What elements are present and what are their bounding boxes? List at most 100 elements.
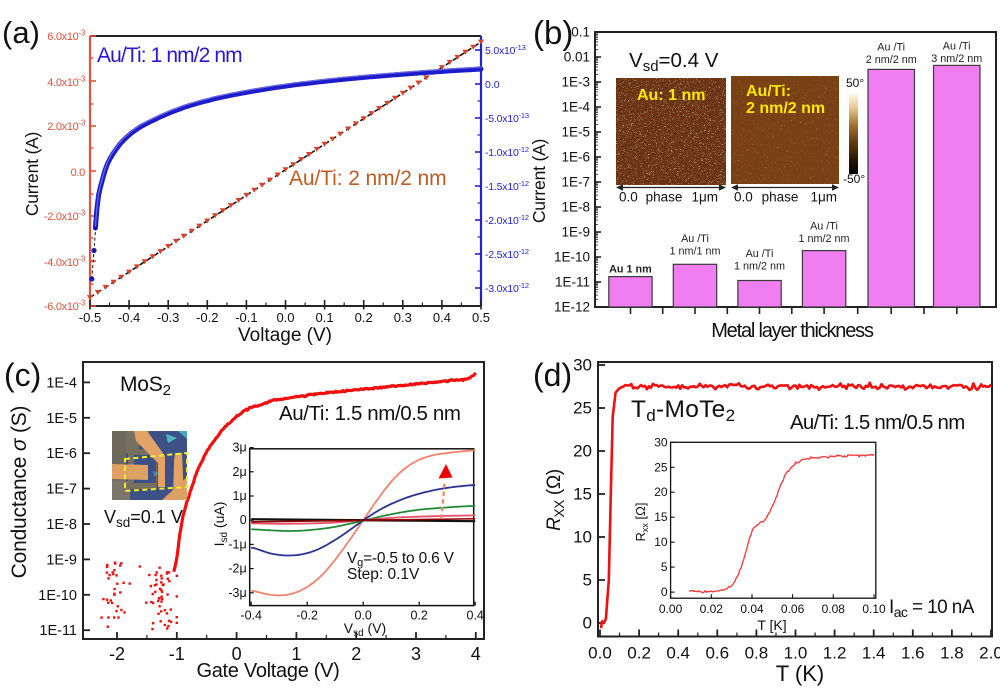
svg-text:MoS2: MoS2 xyxy=(120,373,171,399)
svg-text:(b): (b) xyxy=(533,14,573,51)
svg-text:Current (A): Current (A) xyxy=(529,139,549,223)
svg-text:1 nm/1 nm: 1 nm/1 nm xyxy=(669,246,720,258)
svg-text:-50°: -50° xyxy=(843,172,865,186)
svg-text:30: 30 xyxy=(573,356,592,375)
svg-text:-0.4: -0.4 xyxy=(118,310,140,325)
svg-text:phase: phase xyxy=(646,190,683,205)
svg-text:1.4: 1.4 xyxy=(862,644,886,663)
svg-text:2.0x10-3: 2.0x10-3 xyxy=(47,119,86,134)
svg-text:-1: -1 xyxy=(169,644,185,664)
svg-text:Au 1 nm: Au 1 nm xyxy=(609,264,652,276)
svg-text:Metal layer thickness: Metal layer thickness xyxy=(711,320,874,342)
svg-text:-0.4: -0.4 xyxy=(240,609,262,623)
svg-text:-0.2: -0.2 xyxy=(296,609,318,623)
svg-text:(a): (a) xyxy=(2,15,40,50)
svg-text:0.06: 0.06 xyxy=(781,602,805,616)
svg-text:-3μ: -3μ xyxy=(228,586,246,600)
svg-text:RXX (Ω): RXX (Ω) xyxy=(544,469,567,531)
svg-text:0.6: 0.6 xyxy=(705,644,729,663)
svg-text:Au /Ti: Au /Ti xyxy=(810,221,838,233)
svg-text:1E-8: 1E-8 xyxy=(46,517,77,533)
svg-text:1 nm/2 nm: 1 nm/2 nm xyxy=(798,233,849,245)
svg-text:1.8: 1.8 xyxy=(940,644,964,663)
svg-text:Voltage (V): Voltage (V) xyxy=(238,325,332,346)
svg-text:0.2: 0.2 xyxy=(355,310,373,325)
svg-text:Gate Voltage (V): Gate Voltage (V) xyxy=(196,660,339,682)
svg-text:0.3: 0.3 xyxy=(394,310,412,325)
svg-text:-4.0x10-3: -4.0x10-3 xyxy=(44,255,86,270)
svg-text:1E-4: 1E-4 xyxy=(46,375,77,391)
svg-text:20: 20 xyxy=(573,442,592,461)
svg-text:-5.0x10-13: -5.0x10-13 xyxy=(485,111,529,125)
svg-text:3: 3 xyxy=(411,644,421,664)
svg-text:Vg=-0.5 to 0.6 V: Vg=-0.5 to 0.6 V xyxy=(347,550,455,569)
svg-text:0.0: 0.0 xyxy=(734,190,753,205)
svg-text:1E-6: 1E-6 xyxy=(561,150,590,165)
svg-text:-1.0x10-12: -1.0x10-12 xyxy=(485,145,529,159)
svg-text:0.0: 0.0 xyxy=(588,644,612,663)
svg-text:1E-5: 1E-5 xyxy=(561,125,590,140)
svg-text:5: 5 xyxy=(661,560,668,574)
svg-text:Au: 1 nm: Au: 1 nm xyxy=(637,87,705,104)
svg-text:-6.0x10-3: -6.0x10-3 xyxy=(44,299,86,314)
svg-text:0.01: 0.01 xyxy=(564,50,590,65)
svg-text:T [K]: T [K] xyxy=(757,617,786,633)
svg-text:1E-12: 1E-12 xyxy=(554,300,590,315)
svg-text:0.8: 0.8 xyxy=(745,644,769,663)
svg-text:1E-3: 1E-3 xyxy=(561,75,590,90)
svg-text:0.08: 0.08 xyxy=(822,602,846,616)
svg-text:1E-8: 1E-8 xyxy=(561,200,590,215)
svg-text:2.0: 2.0 xyxy=(979,644,1000,663)
svg-text:0.0: 0.0 xyxy=(485,79,500,91)
svg-text:-2.0x10-12: -2.0x10-12 xyxy=(485,213,529,227)
svg-text:1E-7: 1E-7 xyxy=(46,482,77,498)
svg-text:3μ: 3μ xyxy=(233,441,247,455)
svg-text:6.0x10-3: 6.0x10-3 xyxy=(47,29,86,44)
svg-text:1E-4: 1E-4 xyxy=(561,100,590,115)
svg-text:1μm: 1μm xyxy=(810,190,837,205)
svg-text:Au/Ti: 1.5 nm/0.5 nm: Au/Ti: 1.5 nm/0.5 nm xyxy=(279,402,461,425)
svg-text:Iac = 10 nA: Iac = 10 nA xyxy=(889,597,975,620)
svg-text:15: 15 xyxy=(573,485,592,504)
svg-text:1 nm/2 nm: 1 nm/2 nm xyxy=(734,261,785,273)
svg-text:Conductance σ (S): Conductance σ (S) xyxy=(8,406,31,579)
svg-text:0.1: 0.1 xyxy=(316,310,334,325)
svg-text:Au /Ti: Au /Ti xyxy=(943,41,971,53)
svg-text:-0.1: -0.1 xyxy=(235,310,257,325)
svg-text:-2μ: -2μ xyxy=(228,562,246,576)
svg-text:-1.5x10-12: -1.5x10-12 xyxy=(485,179,529,193)
svg-text:-2.0x10-3: -2.0x10-3 xyxy=(44,209,86,224)
svg-text:0: 0 xyxy=(240,513,247,527)
svg-text:0.5: 0.5 xyxy=(472,310,490,325)
svg-text:15: 15 xyxy=(654,510,668,524)
svg-text:4.0x10-3: 4.0x10-3 xyxy=(47,75,86,90)
svg-text:0.02: 0.02 xyxy=(700,602,724,616)
svg-text:1E-9: 1E-9 xyxy=(561,225,590,240)
svg-text:Au /Ti: Au /Ti xyxy=(877,42,905,54)
svg-text:0.4: 0.4 xyxy=(433,310,451,325)
svg-text:-3.0x10-12: -3.0x10-12 xyxy=(485,281,529,295)
svg-text:Au/Ti: 1.5 nm/0.5 nm: Au/Ti: 1.5 nm/0.5 nm xyxy=(790,411,965,434)
svg-text:0.0: 0.0 xyxy=(355,609,372,623)
svg-text:20: 20 xyxy=(654,485,668,499)
svg-text:1.2: 1.2 xyxy=(823,644,847,663)
svg-text:Au /Ti: Au /Ti xyxy=(681,233,709,245)
svg-text:(c): (c) xyxy=(4,357,41,393)
svg-text:50°: 50° xyxy=(846,76,864,90)
svg-text:0: 0 xyxy=(583,614,592,633)
svg-text:1E-6: 1E-6 xyxy=(46,446,77,462)
svg-text:1E-11: 1E-11 xyxy=(39,623,77,639)
svg-text:1.0: 1.0 xyxy=(784,644,808,663)
svg-text:0.0: 0.0 xyxy=(619,190,638,205)
svg-text:0.00: 0.00 xyxy=(659,602,683,616)
svg-text:1E-7: 1E-7 xyxy=(561,175,590,190)
svg-text:25: 25 xyxy=(654,460,668,474)
svg-text:-2: -2 xyxy=(109,644,125,664)
svg-text:0.4: 0.4 xyxy=(666,644,690,663)
svg-text:0.0: 0.0 xyxy=(276,310,294,325)
svg-text:10: 10 xyxy=(573,528,592,547)
svg-text:2μ: 2μ xyxy=(233,465,247,479)
svg-text:2 nm/2 nm: 2 nm/2 nm xyxy=(746,100,825,117)
svg-text:0.10: 0.10 xyxy=(862,602,886,616)
svg-text:Vsd=0.1 V: Vsd=0.1 V xyxy=(104,507,183,530)
